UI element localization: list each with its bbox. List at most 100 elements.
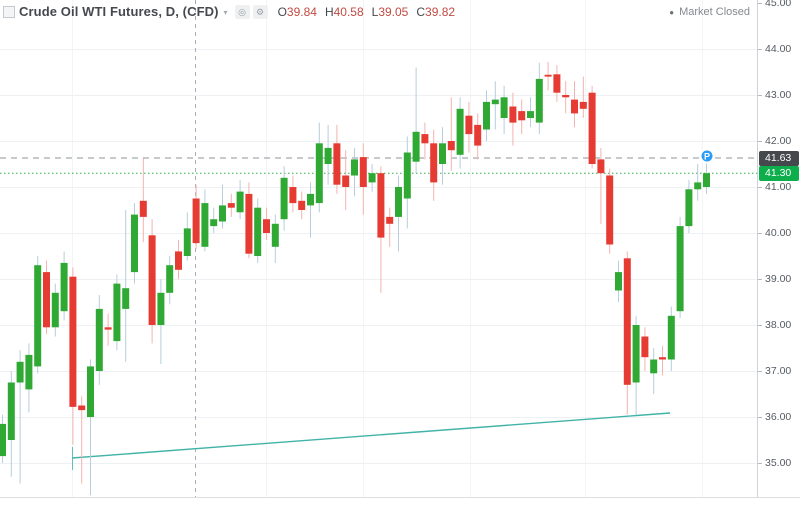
candle[interactable] (667, 315, 675, 360)
price-axis[interactable]: 41.63 41.30 45.00 44.00 43.00 42.00 41.00 40.… (757, 0, 800, 497)
candle[interactable] (641, 336, 649, 358)
price-axis-tick (758, 49, 762, 50)
settings-gear-icon[interactable]: ⚙ (252, 4, 268, 19)
candle[interactable] (439, 143, 446, 164)
market-status-dot-icon: ● (669, 7, 675, 17)
candle[interactable] (25, 354, 33, 390)
candle[interactable] (7, 382, 15, 441)
symbol-box-icon[interactable] (3, 5, 15, 18)
candle-wick (582, 76, 584, 118)
candle[interactable] (333, 143, 341, 185)
candle[interactable] (491, 99, 499, 105)
candle[interactable] (307, 193, 314, 206)
candle[interactable] (342, 175, 350, 188)
price-chart[interactable]: P (0, 0, 757, 497)
candle[interactable] (615, 272, 622, 291)
candle[interactable] (544, 74, 552, 77)
trendline[interactable] (71, 412, 671, 459)
candle[interactable] (0, 423, 6, 457)
candle-wick (662, 345, 663, 376)
candle[interactable] (650, 359, 658, 374)
candle[interactable] (606, 175, 614, 245)
candle[interactable] (166, 265, 174, 293)
chevron-down-icon[interactable]: ▾ (223, 8, 228, 17)
candle-wick (19, 350, 21, 484)
candle[interactable] (157, 292, 165, 325)
position-marker-badge[interactable] (699, 148, 715, 164)
candle[interactable] (421, 134, 429, 144)
candle[interactable] (280, 177, 288, 220)
candle[interactable] (430, 143, 438, 183)
candle[interactable] (518, 111, 526, 121)
candle[interactable] (685, 189, 693, 227)
candle[interactable] (16, 361, 24, 383)
candle[interactable] (535, 78, 543, 123)
price-axis-tick (758, 141, 762, 142)
candle[interactable] (51, 292, 59, 328)
symbol-title[interactable]: Crude Oil WTI Futures, D, (CFD) (19, 4, 219, 19)
candle[interactable] (368, 173, 376, 183)
candle[interactable] (403, 152, 411, 199)
candle[interactable] (676, 226, 684, 312)
candle[interactable] (579, 101, 587, 109)
candle[interactable] (113, 283, 121, 342)
candle[interactable] (87, 366, 94, 417)
candle[interactable] (219, 205, 226, 222)
candle[interactable] (623, 258, 631, 385)
candle[interactable] (104, 327, 112, 330)
candle-wick (415, 67, 417, 174)
candle[interactable] (377, 173, 385, 238)
candle[interactable] (659, 357, 666, 360)
candle[interactable] (483, 101, 490, 130)
candle[interactable] (254, 207, 262, 256)
candle[interactable] (359, 157, 367, 187)
candle[interactable] (227, 203, 235, 208)
candle[interactable] (412, 131, 420, 162)
candle[interactable] (562, 95, 570, 98)
candle[interactable] (395, 187, 402, 217)
candle[interactable] (474, 124, 482, 146)
candle[interactable] (43, 272, 50, 328)
candle[interactable] (298, 200, 306, 210)
candle[interactable] (131, 214, 138, 273)
candle[interactable] (236, 191, 244, 213)
candle[interactable] (289, 187, 297, 204)
candle[interactable] (122, 288, 130, 309)
candle[interactable] (69, 276, 77, 407)
candle[interactable] (465, 115, 473, 135)
candle[interactable] (263, 219, 270, 233)
candle[interactable] (60, 262, 68, 312)
price-axis-tick (758, 417, 762, 418)
candle[interactable] (324, 147, 332, 164)
candle[interactable] (500, 97, 508, 118)
candle[interactable] (694, 182, 702, 190)
candle[interactable] (192, 198, 200, 244)
candle[interactable] (571, 99, 578, 114)
candle[interactable] (183, 228, 191, 256)
candle[interactable] (78, 405, 86, 411)
candle[interactable] (386, 216, 394, 224)
candle[interactable] (34, 265, 42, 367)
candle[interactable] (527, 111, 534, 118)
candle[interactable] (553, 74, 561, 93)
candle[interactable] (175, 251, 182, 270)
candle[interactable] (456, 108, 464, 155)
eye-icon[interactable]: ◎ (234, 4, 250, 19)
candle[interactable] (597, 159, 605, 174)
candle-wick (81, 396, 83, 484)
candle[interactable] (351, 159, 358, 176)
candle[interactable] (632, 325, 640, 383)
candle[interactable] (245, 193, 253, 254)
candle[interactable] (210, 219, 218, 227)
candle[interactable] (201, 203, 209, 247)
candle[interactable] (703, 173, 710, 187)
candle[interactable] (148, 235, 156, 325)
candle-wick (90, 359, 91, 496)
candle[interactable] (315, 143, 323, 204)
candle[interactable] (271, 223, 279, 247)
candle[interactable] (447, 141, 455, 151)
candle[interactable] (588, 92, 596, 164)
candle[interactable] (95, 308, 103, 371)
candle[interactable] (509, 106, 517, 123)
candle[interactable] (139, 200, 147, 217)
